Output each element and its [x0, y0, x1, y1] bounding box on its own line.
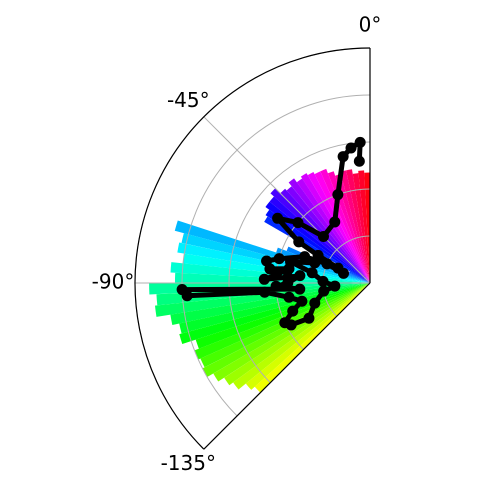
series-point-27 — [181, 290, 193, 302]
series-point-9 — [293, 236, 305, 248]
series-point-22 — [294, 270, 306, 282]
bar-39 — [202, 283, 370, 377]
series-point-8 — [272, 212, 284, 224]
frame-layer — [134, 47, 371, 450]
series-point-30 — [296, 295, 308, 307]
bar-8 — [314, 171, 370, 283]
angular-gridline-1 — [203, 116, 371, 284]
series-point-38 — [317, 275, 329, 287]
bar-3 — [346, 169, 370, 283]
bar-2 — [352, 173, 370, 283]
series-point-12 — [338, 267, 350, 279]
series-point-0 — [353, 155, 365, 167]
series-point-24 — [270, 280, 282, 292]
series-point-20 — [258, 273, 270, 285]
series-layer — [176, 136, 366, 331]
bar-21 — [344, 270, 370, 283]
bar-18 — [265, 209, 370, 283]
series-point-34 — [303, 312, 315, 324]
label-layer: 0° -45° -90° -135° — [92, 13, 382, 476]
series-point-1 — [354, 136, 366, 148]
bar-11 — [296, 178, 370, 283]
radial-gridline-3 — [181, 94, 371, 417]
bar-35 — [179, 283, 370, 344]
bar-1 — [358, 170, 370, 283]
series-point-23 — [282, 277, 294, 289]
series-point-5 — [329, 216, 341, 228]
series-point-31 — [287, 305, 299, 317]
series-point-41 — [309, 257, 321, 269]
series-point-33 — [285, 319, 297, 331]
series-point-14 — [299, 251, 311, 263]
angle-tick-label-3: -135° — [161, 451, 216, 475]
bar-24 — [174, 220, 370, 283]
bar-7 — [320, 168, 370, 283]
series-point-37 — [329, 280, 341, 292]
series-point-4 — [332, 189, 344, 201]
angle-tick-label-1: -45° — [167, 88, 210, 112]
bar-20 — [349, 271, 370, 283]
series-point-6 — [317, 230, 329, 242]
series-point-36 — [318, 285, 330, 297]
series-point-2 — [345, 142, 357, 154]
angle-tick-label-2: -90° — [92, 270, 135, 294]
bar-5 — [335, 174, 370, 283]
series-point-19 — [270, 269, 282, 281]
bar-32 — [154, 283, 370, 317]
bar-40 — [213, 283, 370, 382]
series-point-39 — [306, 267, 318, 279]
series-point-3 — [337, 151, 349, 163]
series-point-25 — [294, 283, 306, 295]
series-point-28 — [259, 286, 271, 298]
series-point-29 — [283, 291, 295, 303]
series-point-15 — [273, 253, 285, 265]
outer-frame-arc — [134, 47, 371, 450]
frame-edge-end — [203, 282, 371, 450]
bar-9 — [307, 172, 370, 283]
bar-0 — [364, 172, 370, 283]
radial-gridline-2 — [228, 141, 371, 384]
series-point-40 — [285, 256, 297, 268]
series-point-13 — [321, 258, 333, 270]
bar-44 — [254, 283, 370, 393]
bar-43 — [245, 283, 370, 390]
bar-26 — [177, 242, 370, 283]
bar-42 — [233, 283, 370, 390]
bar-10 — [300, 173, 370, 283]
bar-4 — [340, 170, 370, 283]
series-point-7 — [292, 217, 304, 229]
series-point-35 — [309, 297, 321, 309]
angle-tick-label-0: 0° — [359, 13, 382, 37]
bar-41 — [224, 283, 370, 386]
